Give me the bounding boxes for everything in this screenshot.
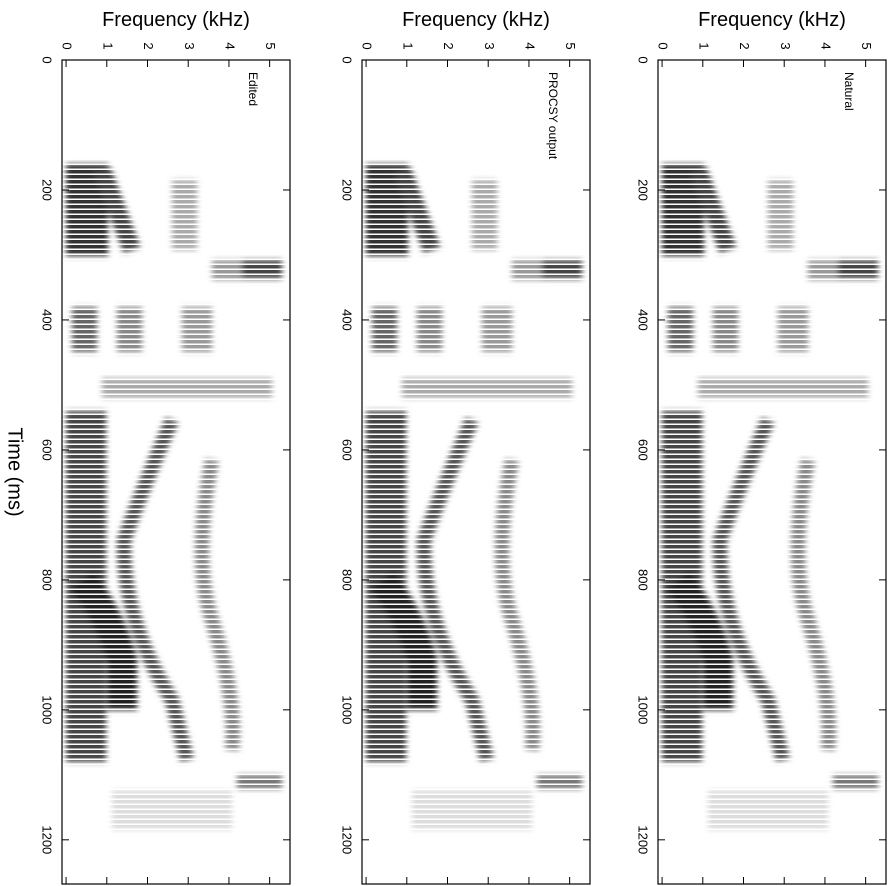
y-tick-label: 0 [40,56,55,63]
spectrogram-image [66,164,282,830]
x-tick-label: 4 [222,42,237,49]
x-axis-label: Frequency (kHz) [402,9,550,31]
y-tick-label: 800 [340,569,355,591]
panel-title: Natural [842,72,856,111]
y-tick-label: 400 [340,309,355,331]
y-tick-label: 200 [340,179,355,201]
y-tick-label: 1000 [40,695,55,724]
y-tick-label: 1200 [340,825,355,854]
y-tick-label: 1200 [636,825,651,854]
y-tick-label: 1000 [340,695,355,724]
x-tick-label: 0 [360,42,375,49]
x-tick-label: 0 [60,42,75,49]
x-tick-label: 1 [400,42,415,49]
plot-frame [61,59,291,885]
x-tick-label: 3 [778,42,793,49]
y-tick-label: 800 [636,569,651,591]
x-tick-label: 5 [859,42,874,49]
x-axis-label: Frequency (kHz) [698,9,846,31]
x-tick-label: 4 [818,42,833,49]
x-tick-label: 5 [263,42,278,49]
y-tick-label: 600 [340,439,355,461]
x-tick-label: 3 [482,42,497,49]
panel-title: Edited [246,72,260,106]
plot-frame [361,59,591,885]
x-tick-label: 1 [100,42,115,49]
y-tick-label: 800 [40,569,55,591]
y-tick-label: 400 [636,309,651,331]
x-tick-label: 4 [522,42,537,49]
y-tick-label: 0 [636,56,651,63]
x-tick-label: 1 [696,42,711,49]
panel-title: PROCSY output [546,72,560,160]
y-tick-label: 400 [40,309,55,331]
y-tick-label: 200 [636,179,651,201]
x-tick-label: 2 [441,42,456,49]
y-tick-label: 600 [40,439,55,461]
y-tick-label: 200 [40,179,55,201]
x-tick-label: 3 [182,42,197,49]
y-tick-label: 1200 [40,825,55,854]
y-tick-label: 1000 [636,695,651,724]
x-tick-label: 0 [656,42,671,49]
spectrogram-image [366,164,582,830]
spectrogram-image [662,164,878,830]
plot-frame [657,59,887,885]
x-axis-label: Frequency (kHz) [102,9,250,31]
x-tick-label: 5 [563,42,578,49]
y-tick-label: 600 [636,439,651,461]
y-axis-label: Time (ms) [4,427,26,516]
y-tick-label: 0 [340,56,355,63]
x-tick-label: 2 [737,42,752,49]
x-tick-label: 2 [141,42,156,49]
